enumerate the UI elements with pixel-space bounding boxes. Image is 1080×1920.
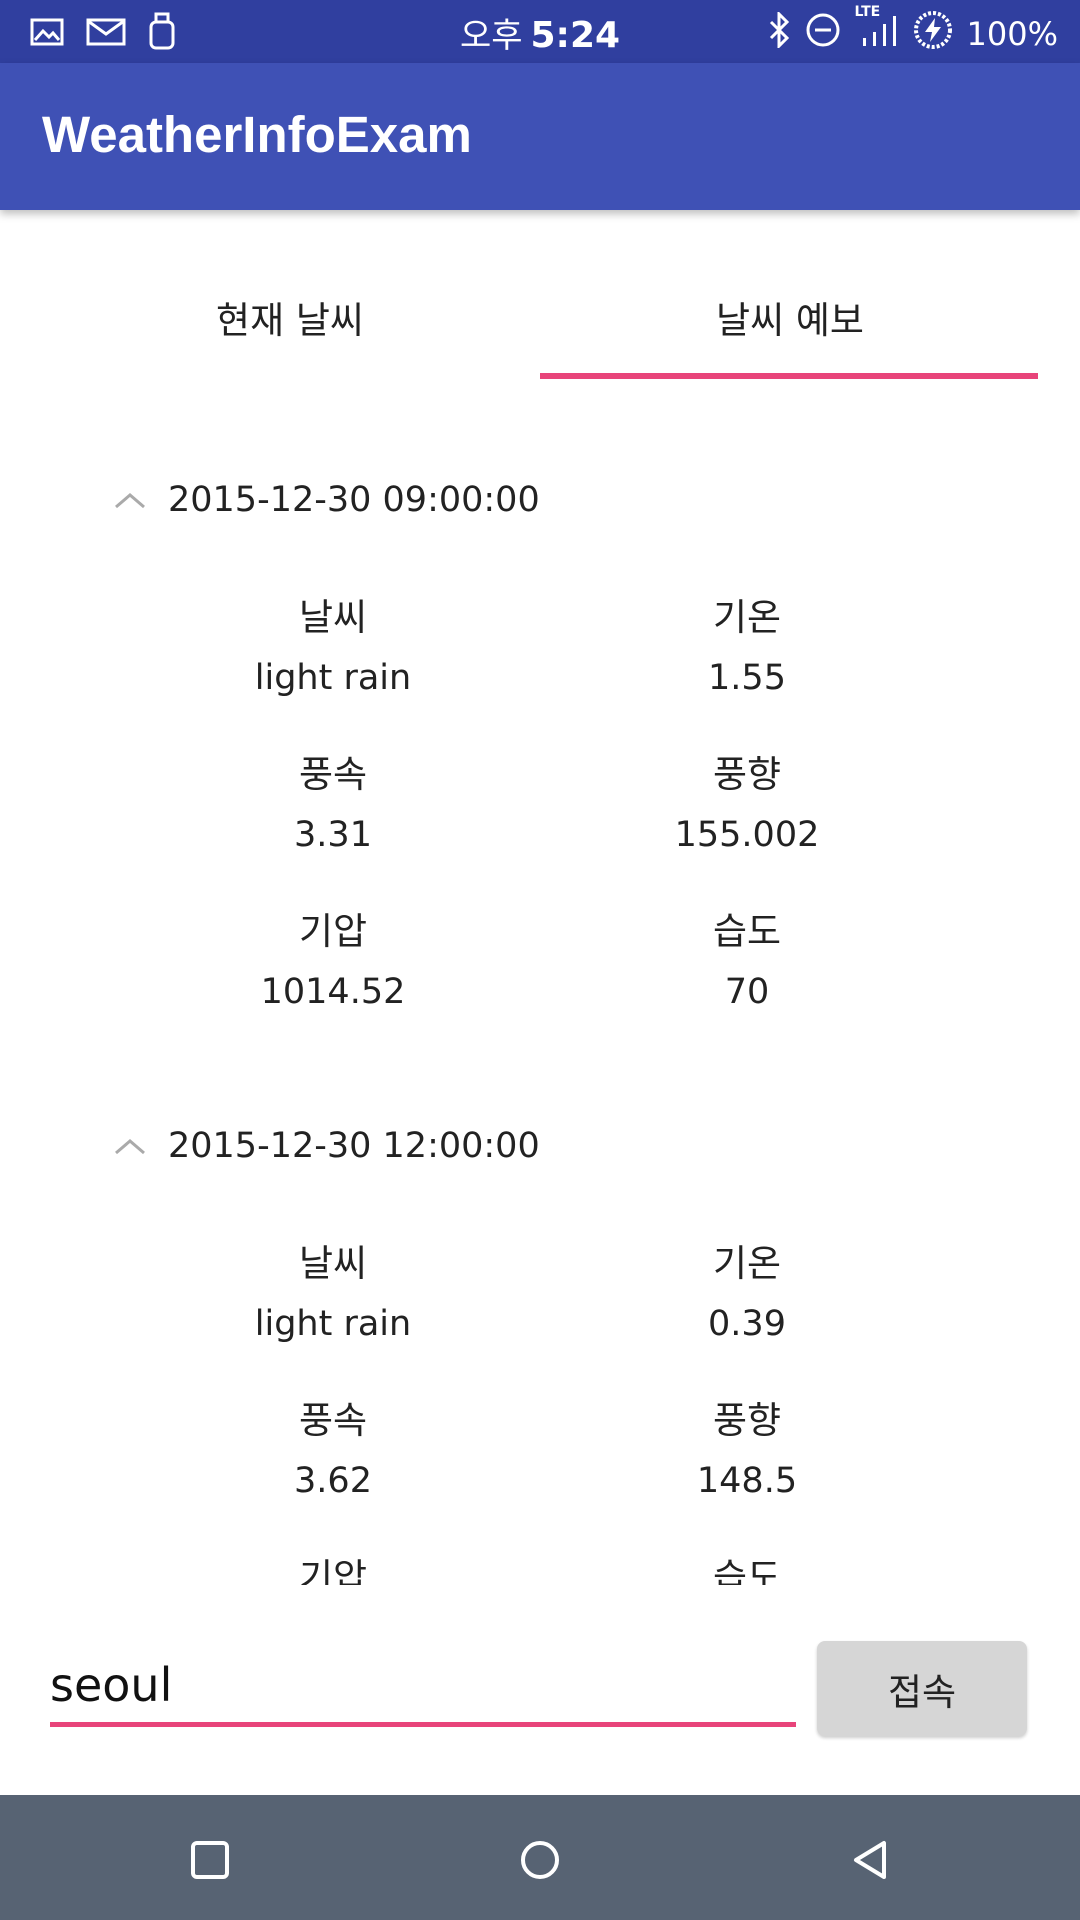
temp-value: 1.55	[708, 658, 786, 698]
wind-speed-label: 풍속	[298, 1399, 368, 1442]
weather-value: light rain	[254, 658, 412, 698]
wind-dir-cell: 풍향 148.5	[547, 1391, 947, 1511]
tab-bar: 현재 날씨 날씨 예보	[0, 210, 1080, 380]
network-type-label: LTE	[854, 4, 881, 20]
app-title: WeatherInfoExam	[42, 106, 472, 163]
wind-speed-value: 3.31	[294, 815, 372, 855]
home-button[interactable]	[500, 1825, 580, 1895]
pressure-cell: 기압	[133, 1548, 533, 1585]
mail-icon	[86, 18, 126, 50]
tab-indicator	[540, 373, 1038, 379]
battery-charging-icon	[913, 10, 953, 58]
search-row: 접속	[0, 1585, 1080, 1795]
wind-speed-label: 풍속	[298, 753, 368, 796]
input-underline	[50, 1722, 796, 1727]
humidity-cell: 습도 70	[547, 902, 947, 1022]
weather-label: 날씨	[298, 1242, 368, 1285]
wind-dir-label: 풍향	[712, 1399, 782, 1442]
weather-cell: 날씨 light rain	[133, 1234, 533, 1354]
forecast-datetime: 2015-12-30 12:00:00	[168, 1126, 540, 1166]
navigation-bar	[0, 1795, 1080, 1920]
wind-dir-value: 155.002	[674, 815, 820, 855]
wind-speed-cell: 풍속 3.62	[133, 1391, 533, 1511]
forecast-group-header[interactable]: 2015-12-30 12:00:00	[110, 1116, 540, 1176]
wind-speed-cell: 풍속 3.31	[133, 745, 533, 865]
humidity-label: 습도	[712, 1556, 782, 1585]
status-ampm: 오후	[459, 16, 523, 56]
temp-value: 0.39	[708, 1304, 786, 1344]
battery-level: 100%	[966, 15, 1058, 53]
connect-button[interactable]: 접속	[817, 1641, 1027, 1736]
chevron-up-icon	[115, 1139, 145, 1155]
humidity-cell: 습도	[547, 1548, 947, 1585]
pressure-cell: 기압 1014.52	[133, 902, 533, 1022]
temp-cell: 기온 1.55	[547, 588, 947, 708]
tab-current-weather[interactable]: 현재 날씨	[216, 299, 364, 342]
recents-button[interactable]	[170, 1825, 250, 1895]
humidity-label: 습도	[712, 910, 782, 953]
humidity-value: 70	[724, 972, 770, 1012]
app-bar: WeatherInfoExam	[0, 63, 1080, 210]
circle-icon	[521, 1841, 559, 1879]
pressure-label: 기압	[298, 910, 368, 953]
wind-dir-label: 풍향	[712, 753, 782, 796]
chevron-up-icon	[115, 493, 145, 509]
weather-label: 날씨	[298, 596, 368, 639]
signal-icon: LTE	[855, 4, 899, 56]
pressure-value: 1014.52	[260, 972, 406, 1012]
square-icon	[191, 1841, 229, 1879]
status-clock: 오후 5:24	[0, 8, 1080, 57]
status-time: 5:24	[530, 15, 621, 56]
city-input[interactable]	[50, 1655, 796, 1715]
gallery-icon	[30, 18, 64, 50]
bluetooth-icon	[769, 10, 791, 56]
weather-cell: 날씨 light rain	[133, 588, 533, 708]
temp-label: 기온	[712, 1242, 782, 1285]
forecast-list[interactable]: 2015-12-30 09:00:00 날씨 light rain 기온 1.5…	[0, 380, 1080, 1585]
status-bar: 오후 5:24 LTE 100%	[0, 0, 1080, 63]
wind-dir-cell: 풍향 155.002	[547, 745, 947, 865]
temp-label: 기온	[712, 596, 782, 639]
back-button[interactable]	[830, 1825, 910, 1895]
forecast-datetime: 2015-12-30 09:00:00	[168, 480, 540, 520]
tab-weather-forecast[interactable]: 날씨 예보	[716, 299, 864, 342]
forecast-group-header[interactable]: 2015-12-30 09:00:00	[110, 470, 540, 530]
wind-speed-value: 3.62	[294, 1461, 372, 1501]
triangle-back-icon	[854, 1841, 886, 1879]
temp-cell: 기온 0.39	[547, 1234, 947, 1354]
do-not-disturb-icon	[805, 12, 841, 56]
pressure-label: 기압	[298, 1556, 368, 1585]
usb-debug-icon	[148, 12, 176, 56]
weather-value: light rain	[254, 1304, 412, 1344]
wind-dir-value: 148.5	[696, 1461, 798, 1501]
